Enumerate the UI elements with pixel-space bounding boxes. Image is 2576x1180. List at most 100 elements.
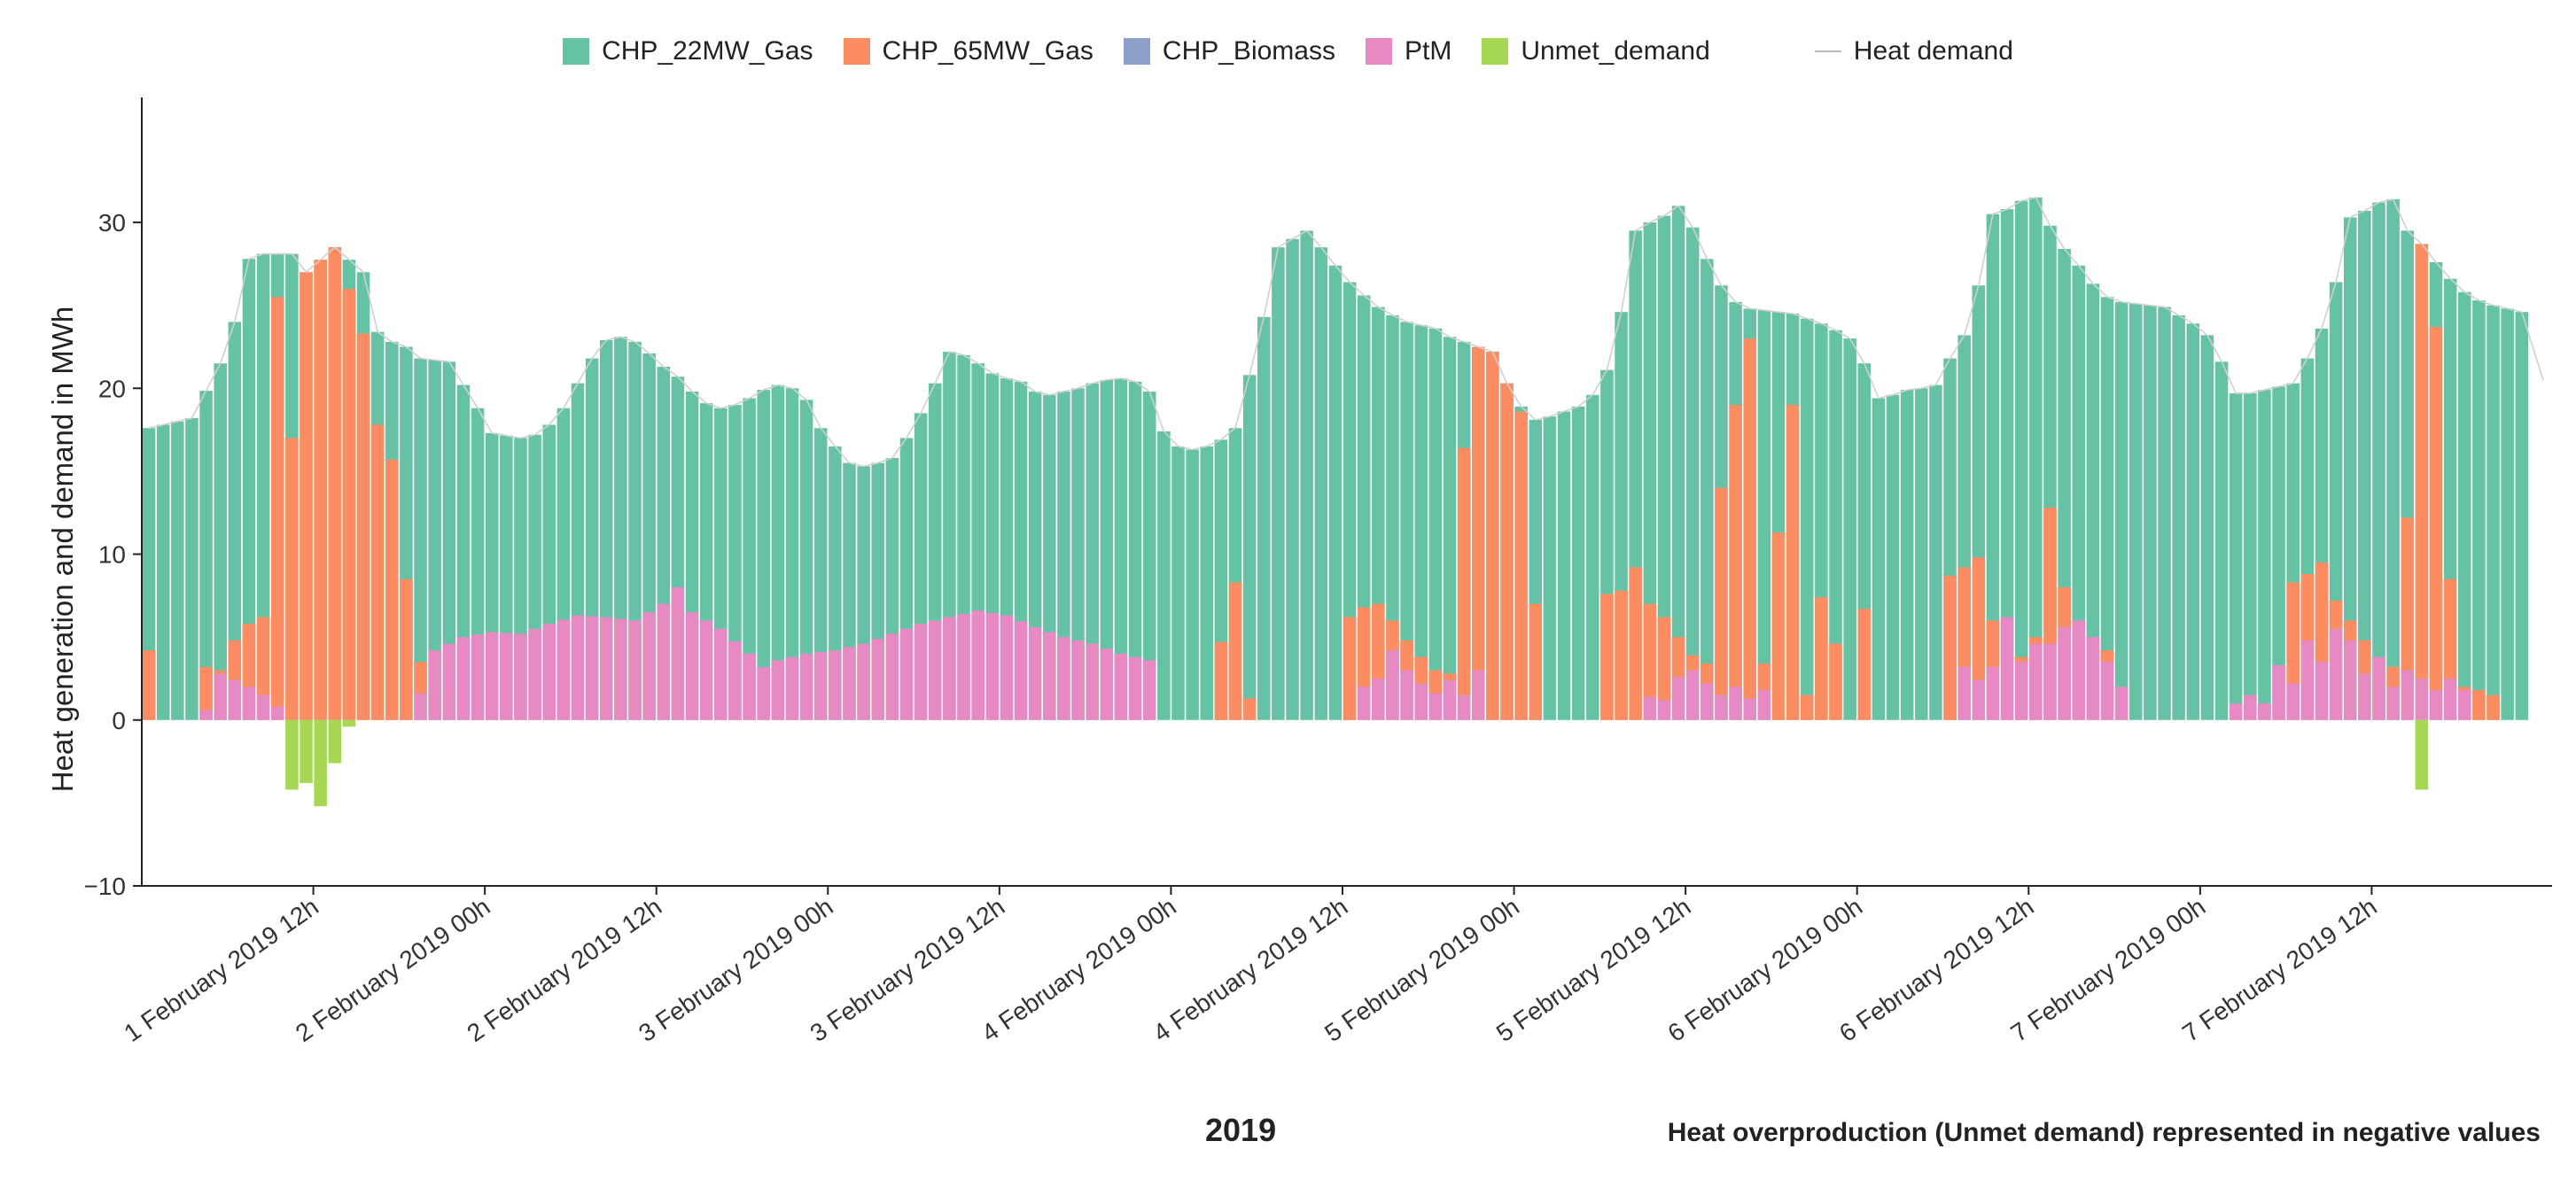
- bar-chp65-gas: [1771, 532, 1786, 720]
- bar-ptm: [943, 617, 956, 720]
- bar-chp22-gas: [799, 400, 813, 720]
- bar-chp65-gas: [1386, 620, 1399, 651]
- bar-ptm: [1643, 696, 1657, 720]
- bar-ptm: [743, 653, 756, 720]
- bar-chp65-gas: [1685, 655, 1700, 671]
- bar-chp65-gas: [2386, 666, 2400, 687]
- bar-ptm: [1957, 666, 1971, 720]
- bar-ptm: [871, 639, 885, 720]
- bar-ptm: [1000, 615, 1014, 720]
- bar-chp22-gas: [1915, 388, 1928, 720]
- bar-chp65-gas: [2429, 327, 2443, 691]
- y-tick-label: 30: [98, 209, 126, 237]
- bar-chp22-gas: [1157, 431, 1171, 720]
- y-axis-label: Heat generation and demand in MWh: [46, 307, 79, 793]
- bar-chp22-gas: [1171, 446, 1185, 720]
- bar-chp22-gas: [1186, 449, 1199, 720]
- bar-chp22-gas: [214, 363, 227, 720]
- bar-chp22-gas: [757, 390, 770, 720]
- bar-chp65-gas: [414, 662, 427, 694]
- bar-chp22-gas: [1257, 316, 1271, 720]
- y-tick-label: 10: [98, 541, 126, 569]
- bar-chp22-gas: [2472, 300, 2486, 720]
- bar-chp22-gas: [1586, 394, 1599, 720]
- bar-chp65-gas: [1729, 405, 1742, 687]
- bar-ptm: [1372, 678, 1385, 720]
- bar-unmet-demand: [300, 719, 313, 783]
- bar-ptm: [1142, 660, 1156, 720]
- bar-ptm: [1014, 621, 1028, 720]
- bar-chp22-gas: [1543, 416, 1557, 720]
- bar-chp65-gas: [2315, 562, 2329, 663]
- bar-chp22-gas: [2343, 217, 2357, 720]
- bar-chp22-gas: [2158, 307, 2171, 720]
- legend-swatch-unmet: [1482, 38, 1509, 65]
- bar-chp22-gas: [1657, 215, 1671, 720]
- bar-chp65-gas: [2029, 637, 2043, 644]
- bar-ptm: [2315, 662, 2329, 720]
- bar-ptm: [228, 679, 242, 720]
- legend-item-unmet: Unmet_demand: [1482, 36, 1710, 66]
- y-tick-label: 20: [98, 375, 126, 402]
- bar-ptm: [2358, 673, 2371, 720]
- bar-ptm: [2372, 656, 2385, 720]
- bar-ptm: [929, 620, 942, 720]
- bar-chp22-gas: [1886, 394, 1900, 720]
- bar-chp22-gas: [1428, 328, 1443, 720]
- bar-chp22-gas: [2114, 301, 2129, 720]
- bar-ptm: [829, 650, 842, 720]
- bar-chp65-gas: [1600, 594, 1614, 720]
- bar-chp65-gas: [1400, 640, 1413, 671]
- bar-chp65-gas: [1214, 641, 1228, 720]
- bar-chp65-gas: [300, 272, 313, 720]
- bar-chp65-gas: [1643, 603, 1657, 697]
- bar-chp22-gas: [785, 388, 799, 720]
- bar-ptm: [1043, 632, 1056, 720]
- bar-ptm: [256, 695, 270, 720]
- y-tick-label: −10: [84, 873, 127, 900]
- bar-chp22-gas: [2129, 303, 2143, 720]
- bar-chp22-gas: [2086, 283, 2100, 720]
- bar-ptm: [1729, 687, 1742, 720]
- bar-ptm: [471, 634, 485, 720]
- bar-chp65-gas: [1986, 620, 2000, 667]
- bar-ptm: [2401, 670, 2415, 720]
- bar-chp22-gas: [1443, 337, 1457, 720]
- legend-label-unmet: Unmet_demand: [1521, 36, 1710, 66]
- bar-ptm: [957, 613, 970, 720]
- bar-chp65-gas: [1529, 603, 1543, 720]
- legend-item-chp65: CHP_65MW_Gas: [843, 36, 1093, 66]
- legend-label-ptm: PtM: [1404, 36, 1452, 66]
- bar-chp65-gas: [1957, 567, 1971, 667]
- bar-chp22-gas: [1929, 384, 1942, 720]
- bar-chp22-gas: [1272, 247, 1285, 720]
- bar-chp65-gas: [1815, 597, 1828, 720]
- bar-chp22-gas: [428, 360, 441, 720]
- legend-label-heat-demand: Heat demand: [1853, 36, 2013, 66]
- bar-ptm: [1128, 656, 1142, 720]
- bar-ptm: [771, 660, 785, 720]
- bar-chp22-gas: [2386, 198, 2400, 720]
- bar-unmet-demand: [285, 719, 299, 790]
- bar-ptm: [1972, 679, 1986, 720]
- bar-chp22-gas: [2214, 361, 2229, 720]
- bar-ptm: [414, 693, 427, 720]
- bar-ptm: [2443, 678, 2457, 720]
- bar-ptm: [1743, 698, 1756, 720]
- bar-chp65-gas: [1242, 698, 1257, 720]
- bar-ptm: [1086, 643, 1099, 720]
- legend-swatch-heat-demand: [1814, 50, 1841, 52]
- demand-line-layer: [148, 197, 2544, 468]
- bar-chp22-gas: [2000, 209, 2014, 720]
- bar-chp22-gas: [1872, 398, 1886, 720]
- bar-chp22-gas: [1142, 392, 1156, 720]
- bar-ptm: [599, 617, 613, 720]
- bar-ptm: [1757, 690, 1771, 720]
- bar-ptm: [614, 618, 627, 720]
- legend-swatch-biomass: [1123, 38, 1150, 65]
- bar-chp65-gas: [1372, 603, 1385, 679]
- y-tick-label: 0: [112, 707, 126, 734]
- bar-chp22-gas: [2014, 200, 2028, 720]
- bar-chp65-gas: [1800, 695, 1814, 720]
